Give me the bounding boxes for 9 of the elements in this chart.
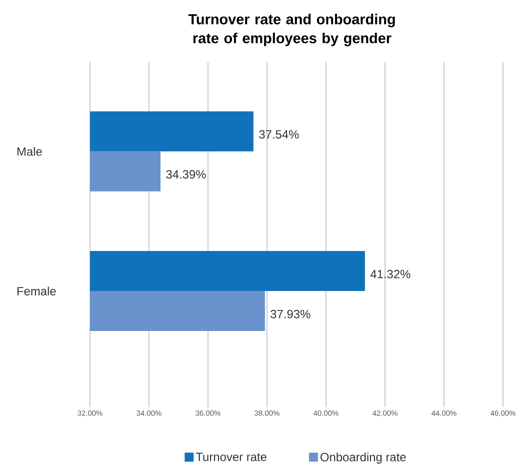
chart-title: Turnover rate and onboarding rate of employees by gender <box>188 14 395 46</box>
y-tick-label: Male <box>17 147 42 156</box>
data-label: 34.39% <box>166 170 206 179</box>
data-label: 41.32% <box>370 270 410 278</box>
data-label: 37.93% <box>270 310 310 318</box>
y-tick-label: Female <box>17 286 56 296</box>
legend-label: Turnover rate <box>196 452 266 462</box>
data-label: 37.54% <box>259 130 299 139</box>
legend-label: Onboarding rate <box>320 452 406 464</box>
